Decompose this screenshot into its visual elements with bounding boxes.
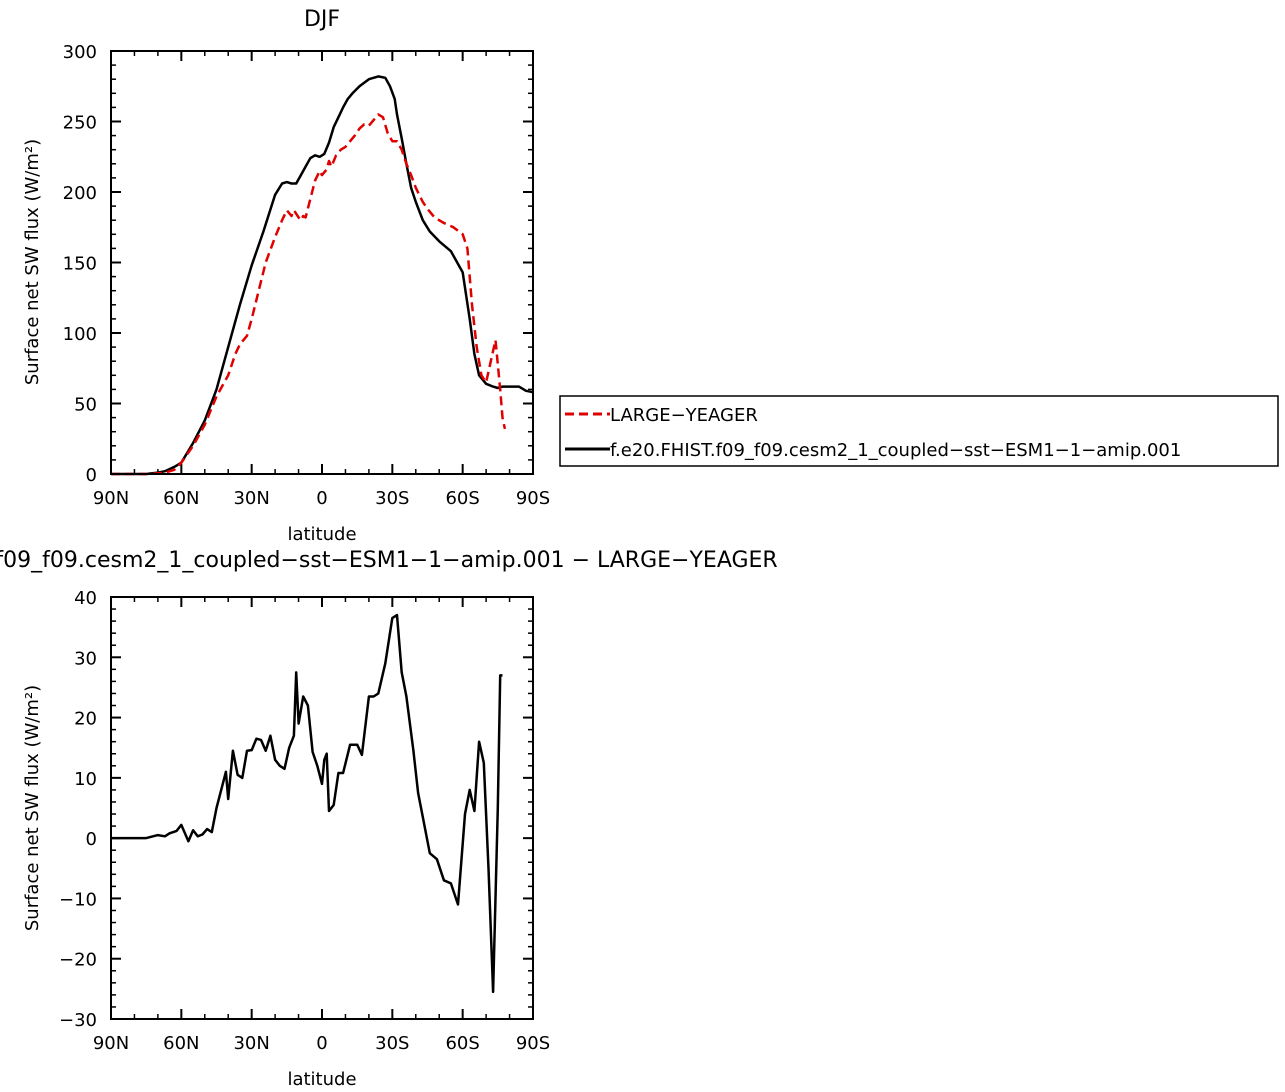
y-tick-label: −20 [59, 950, 97, 971]
y-tick-label: 10 [74, 769, 97, 790]
x-tick-label: 30S [375, 488, 409, 509]
difference-chart-title: f.e20.FHIST.f09_f09.cesm2_1_coupled−sst−… [0, 548, 778, 573]
series-line-cesm2 [111, 75, 534, 476]
x-tick-label: 60N [163, 488, 199, 509]
y-axis-label: Surface net SW flux (W/m²) [22, 139, 43, 385]
x-axis-label: latitude [287, 524, 356, 545]
x-tick-labels: 90N 60N 30N 0 30S 60S 90S [93, 488, 550, 509]
x-tick-label: 90N [93, 1033, 129, 1054]
legend-entry-cesm2: f.e20.FHIST.f09_f09.cesm2_1_coupled−sst−… [610, 440, 1181, 461]
x-tick-label: 60S [445, 1033, 479, 1054]
x-tick-label: 30N [233, 1033, 269, 1054]
x-tick-label: 90S [516, 1033, 550, 1054]
x-tick-label: 90S [516, 488, 550, 509]
x-tick-label: 90N [93, 488, 129, 509]
y-tick-label: 200 [63, 183, 97, 204]
x-tick-label: 0 [316, 488, 327, 509]
y-tick-label: 250 [63, 113, 97, 134]
y-tick-label: 50 [74, 395, 97, 416]
y-tick-label: 150 [63, 254, 97, 275]
y-tick-label: 300 [63, 42, 97, 63]
series-group [111, 613, 503, 994]
y-axis-label: Surface net SW flux (W/m²) [22, 685, 43, 931]
x-tick-label: 60S [445, 488, 479, 509]
y-tick-label: 20 [74, 709, 97, 730]
chart-title: DJF [304, 7, 340, 32]
y-tick-label: 40 [74, 588, 97, 609]
legend-box [559, 395, 1279, 467]
x-tick-labels: 90N 60N 30N 0 30S 60S 90S [93, 1033, 550, 1054]
x-tick-label: 30S [375, 1033, 409, 1054]
x-tick-label: 0 [316, 1033, 327, 1054]
bottom-panel: f.e20.FHIST.f09_f09.cesm2_1_coupled−sst−… [0, 548, 778, 1090]
y-tick-labels: 0 50 100 150 200 250 300 [63, 42, 97, 486]
legend: LARGE−YEAGER f.e20.FHIST.f09_f09.cesm2_1… [559, 395, 1279, 467]
series-group [111, 75, 534, 476]
x-tick-label: 30N [233, 488, 269, 509]
plot-frame [110, 596, 534, 1020]
legend-entry-large-yeager: LARGE−YEAGER [610, 405, 758, 426]
y-tick-labels: −30 −20 −10 0 10 20 30 40 [59, 588, 97, 1031]
y-tick-label: 0 [86, 465, 97, 486]
y-tick-label: 100 [63, 324, 97, 345]
x-tick-label: 60N [163, 1033, 199, 1054]
y-tick-label: −10 [59, 889, 97, 910]
series-line-large-yeager [111, 113, 507, 476]
y-tick-label: 0 [86, 829, 97, 850]
plot-frame [110, 50, 534, 475]
x-axis-label: latitude [287, 1069, 356, 1090]
series-line-cesm2 [111, 613, 503, 994]
y-tick-label: −30 [59, 1010, 97, 1031]
y-tick-label: 30 [74, 648, 97, 669]
tick-marks [110, 596, 534, 1020]
